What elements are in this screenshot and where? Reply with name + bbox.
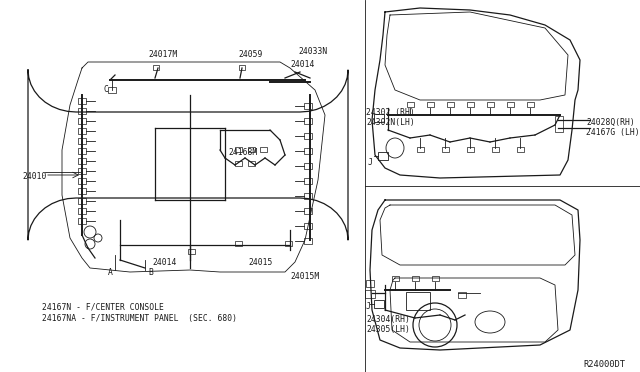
Bar [427, 102, 434, 107]
Bar [304, 118, 312, 124]
Bar [527, 102, 534, 107]
Bar [78, 208, 86, 214]
Text: 24167NA - F/INSTRUMENT PANEL  (SEC. 680): 24167NA - F/INSTRUMENT PANEL (SEC. 680) [42, 314, 237, 323]
Bar [304, 178, 312, 184]
Text: 24010: 24010 [22, 172, 46, 181]
Text: 24014: 24014 [290, 60, 314, 69]
Bar [108, 87, 116, 93]
Bar [407, 102, 414, 107]
Bar [304, 193, 312, 199]
Bar [458, 292, 466, 298]
Text: 24167G (LH): 24167G (LH) [586, 128, 639, 137]
Text: 24015: 24015 [248, 258, 273, 267]
Text: 24168M: 24168M [228, 148, 257, 157]
Bar [304, 163, 312, 169]
Bar [260, 147, 267, 152]
Text: 24028Q(RH): 24028Q(RH) [586, 118, 635, 127]
Bar [417, 147, 424, 152]
Bar [153, 65, 159, 70]
Bar [366, 280, 374, 287]
Text: 24304(RH): 24304(RH) [366, 315, 410, 324]
Bar [304, 133, 312, 139]
Bar [555, 116, 563, 132]
Bar [285, 241, 292, 246]
Bar [492, 147, 499, 152]
Text: 24167N - F/CENTER CONSOLE: 24167N - F/CENTER CONSOLE [42, 302, 164, 311]
Text: C: C [103, 85, 108, 94]
Bar [78, 188, 86, 194]
Bar [188, 249, 195, 254]
Text: 24302 (RH): 24302 (RH) [366, 108, 415, 117]
Bar [78, 148, 86, 154]
Bar [392, 276, 399, 281]
Text: 24302N(LH): 24302N(LH) [366, 118, 415, 127]
Bar [248, 147, 255, 152]
Bar [467, 102, 474, 107]
Bar [374, 114, 384, 122]
Bar [78, 158, 86, 164]
Bar [78, 218, 86, 224]
Bar [78, 198, 86, 204]
Bar [432, 276, 439, 281]
Bar [467, 147, 474, 152]
Bar [78, 98, 86, 104]
Text: 24015M: 24015M [290, 272, 319, 281]
Bar [78, 138, 86, 144]
Bar [507, 102, 514, 107]
Text: J: J [366, 302, 371, 311]
Text: 24017M: 24017M [148, 50, 177, 59]
Bar [365, 290, 375, 298]
Bar [412, 276, 419, 281]
Bar [442, 147, 449, 152]
Text: R24000DT: R24000DT [583, 360, 625, 369]
Bar [447, 102, 454, 107]
Bar [304, 208, 312, 214]
Bar [378, 152, 388, 160]
Text: 24305(LH): 24305(LH) [366, 325, 410, 334]
Text: 24033N: 24033N [298, 47, 327, 56]
Bar [78, 118, 86, 124]
Bar [517, 147, 524, 152]
Text: B: B [148, 268, 153, 277]
Bar [487, 102, 494, 107]
Text: 24059: 24059 [238, 50, 262, 59]
Text: 24014: 24014 [152, 258, 177, 267]
Bar [248, 161, 255, 166]
Bar [78, 168, 86, 174]
Text: A: A [108, 268, 113, 277]
Bar [78, 178, 86, 184]
Bar [304, 223, 312, 229]
Bar [304, 238, 312, 244]
Bar [304, 103, 312, 109]
Bar [406, 292, 430, 310]
Bar [304, 148, 312, 154]
Bar [374, 300, 384, 308]
Bar [78, 108, 86, 114]
Bar [235, 241, 242, 246]
Bar [239, 65, 245, 70]
Bar [235, 161, 242, 166]
Bar [78, 128, 86, 134]
Bar [235, 147, 242, 152]
Text: J: J [368, 158, 373, 167]
